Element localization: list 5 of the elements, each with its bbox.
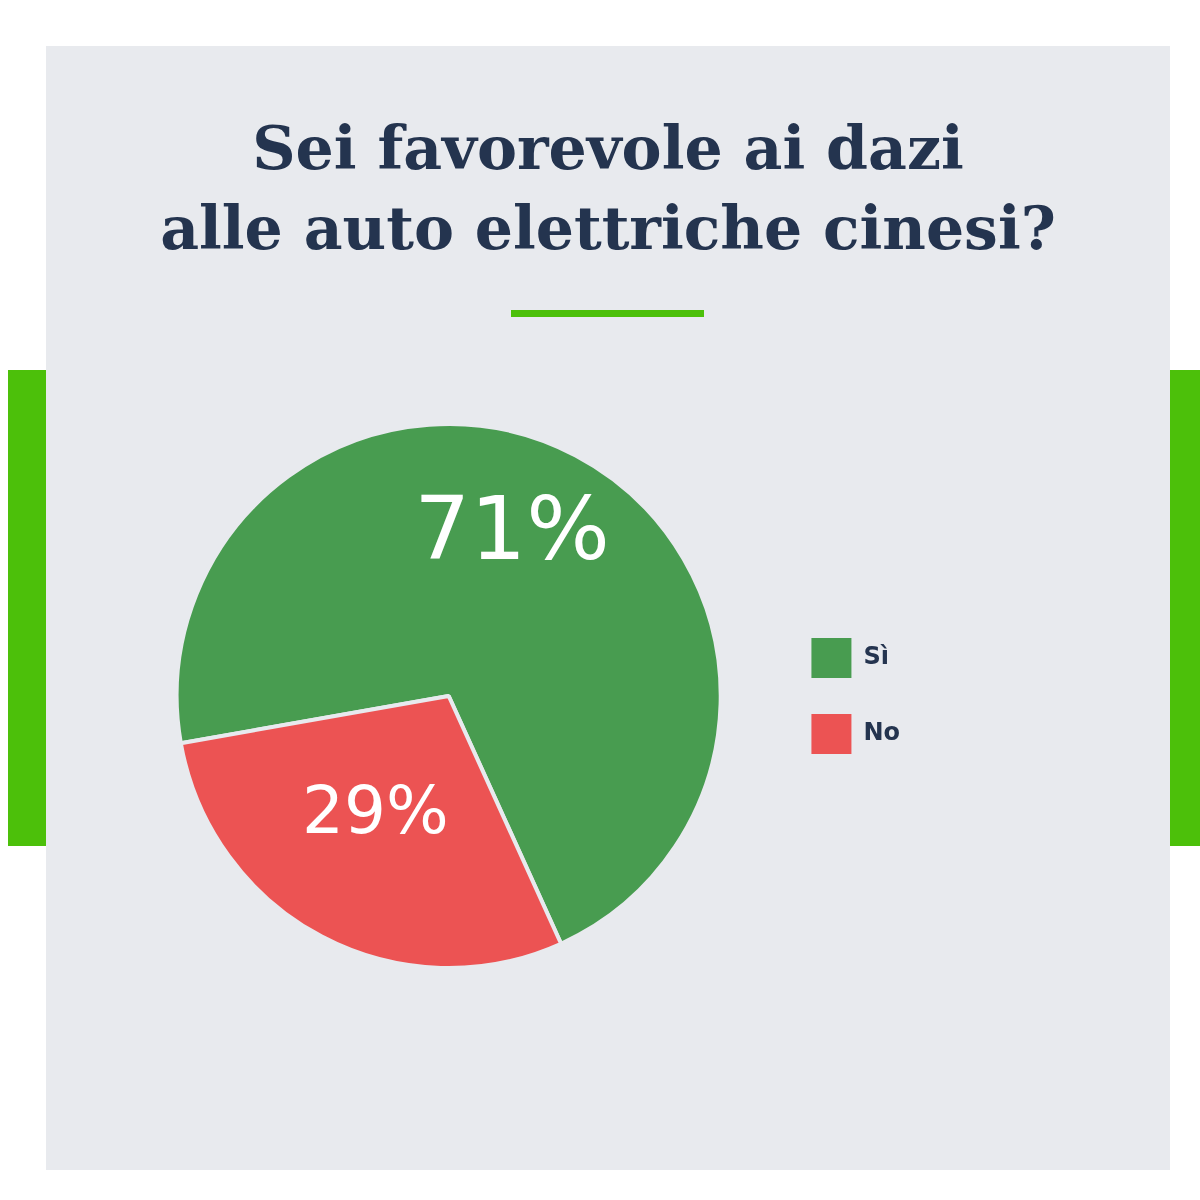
data-label: 71% — [414, 476, 610, 580]
chart-title: Sei favorevole ai dazi alle auto elettriche cinesi? — [159, 112, 1057, 265]
data-label: 29% — [301, 772, 449, 850]
legend-label: No — [863, 718, 900, 747]
legend-label: Sì — [863, 642, 889, 671]
